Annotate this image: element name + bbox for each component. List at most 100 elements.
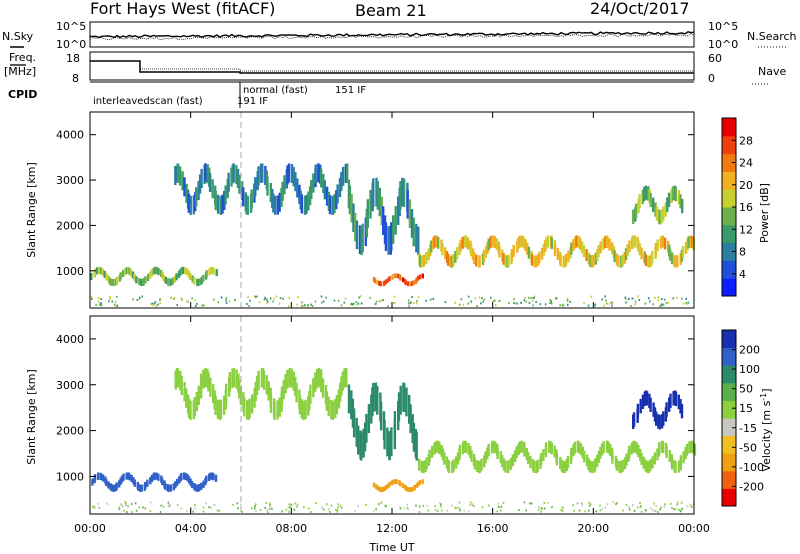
echo-cell <box>278 302 281 305</box>
echo-cell <box>355 301 358 303</box>
echo-cell <box>549 299 552 302</box>
echo-cell <box>322 300 325 303</box>
echo-cell <box>336 184 339 204</box>
echo-cell <box>181 266 185 274</box>
echo-cell <box>604 295 606 298</box>
echo-region-4 <box>372 479 424 493</box>
echo-cell <box>440 444 443 457</box>
echo-cell <box>674 461 677 474</box>
echo-cell <box>218 509 221 512</box>
echo-cell <box>412 217 415 247</box>
echo-cell <box>499 451 502 463</box>
echo-cell <box>275 295 278 298</box>
echo-cell <box>447 254 450 266</box>
cpid-segment-2-if: 151 IF <box>335 85 366 96</box>
echo-cell <box>236 169 240 189</box>
echo-cell <box>343 368 346 388</box>
echo-cell <box>466 237 470 250</box>
echo-cell <box>691 506 693 508</box>
echo-cell <box>459 239 462 252</box>
echo-cell <box>133 479 136 487</box>
echo-cell <box>601 298 604 301</box>
echo-cell <box>184 267 187 275</box>
echo-cell <box>633 440 636 453</box>
echo-cell <box>187 476 191 484</box>
echo-cell <box>176 304 178 306</box>
echo-cell <box>406 487 409 492</box>
echo-cell <box>561 304 564 307</box>
y-tick-label: 2000 <box>56 425 84 438</box>
echo-cell <box>451 461 454 473</box>
echo-cell <box>628 298 630 300</box>
echo-cell <box>451 504 453 507</box>
nsky-label: N.Sky <box>2 30 34 43</box>
echo-cell <box>189 478 192 486</box>
echo-cell <box>632 209 635 224</box>
echo-region-4 <box>372 273 424 287</box>
echo-cell <box>427 248 430 261</box>
echo-cell <box>180 297 183 300</box>
echo-cell <box>525 300 527 303</box>
echo-cell <box>469 501 472 504</box>
echo-cell <box>350 193 353 223</box>
echo-cell <box>254 505 256 508</box>
echo-cell <box>152 267 155 275</box>
echo-cell <box>241 510 243 513</box>
echo-cell <box>265 298 268 301</box>
echo-cell <box>203 304 205 307</box>
echo-cell <box>375 177 378 207</box>
echo-cell <box>119 477 122 485</box>
echo-cell <box>282 297 284 300</box>
echo-cell <box>497 502 500 505</box>
echo-cell <box>286 165 289 185</box>
velocity-colorbar: 200 100 50 15 -15 -50 -100 -200 <box>721 329 764 507</box>
echo-cell <box>579 238 582 250</box>
x-tick-label: 00:00 <box>678 522 710 535</box>
echo-cell <box>662 304 665 307</box>
echo-cell <box>315 369 319 389</box>
echo-cell <box>440 503 442 506</box>
echo-cell <box>489 236 492 249</box>
echo-cell <box>256 295 258 298</box>
echo-cell <box>603 304 605 307</box>
echo-cell <box>230 167 233 187</box>
echo-cell <box>649 459 652 472</box>
echo-cell <box>124 501 126 504</box>
echo-cell <box>549 440 552 453</box>
echo-cell <box>127 505 129 508</box>
power-x-ticks <box>89 112 695 308</box>
echo-cell <box>415 504 417 507</box>
echo-cell <box>550 300 553 303</box>
echo-cell <box>278 397 281 417</box>
echo-region-6 <box>632 185 684 225</box>
echo-cell <box>131 271 135 279</box>
echo-cell <box>533 297 535 299</box>
echo-cell <box>537 508 540 511</box>
echo-cell <box>649 192 652 208</box>
echo-cell <box>286 369 289 389</box>
echo-cell <box>387 305 389 308</box>
echo-cell <box>246 195 250 215</box>
echo-cell <box>638 194 641 209</box>
echo-cell <box>588 504 591 507</box>
echo-cell <box>155 305 157 308</box>
echo-cell <box>459 507 461 510</box>
echo-cell <box>93 506 95 509</box>
echo-cell <box>513 450 517 463</box>
echo-cell <box>662 206 665 221</box>
echo-cell <box>645 391 649 406</box>
echo-cell <box>524 297 526 300</box>
echo-cell <box>507 254 510 267</box>
echo-cell <box>310 303 312 306</box>
echo-cell <box>378 187 381 217</box>
echo-cell <box>383 280 386 286</box>
echo-cell <box>320 373 323 393</box>
colorbar-frame <box>721 329 737 507</box>
echo-cell <box>304 399 307 420</box>
noise-left-tick-top: 10^5 <box>56 20 86 33</box>
echo-cell <box>464 235 468 248</box>
echo-cell <box>337 299 340 302</box>
echo-cell <box>254 381 257 402</box>
colorbar-swatch <box>722 470 736 489</box>
echo-cell <box>247 296 249 299</box>
